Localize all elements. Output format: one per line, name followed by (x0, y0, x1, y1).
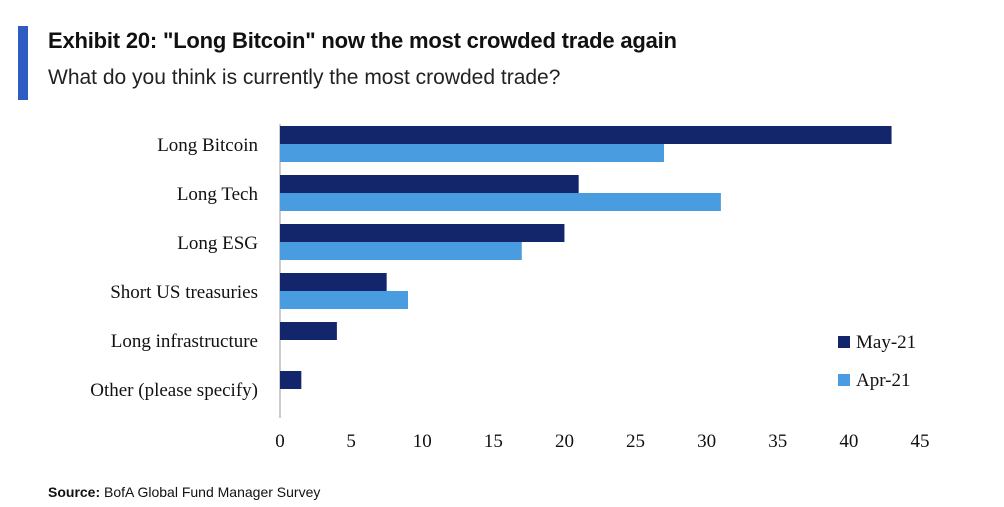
category-label: Long Tech (177, 184, 259, 205)
x-tick-label: 5 (346, 431, 356, 452)
bar-may-21 (280, 175, 579, 193)
source-label: Source: (48, 484, 101, 500)
category-label: Long ESG (177, 233, 258, 254)
x-tick-label: 35 (768, 431, 787, 452)
source-note: Source: BofA Global Fund Manager Survey (48, 484, 320, 500)
legend-label: Apr-21 (856, 370, 911, 391)
bar-may-21 (280, 224, 565, 242)
legend-label: May-21 (856, 332, 916, 353)
x-tick-label: 30 (697, 431, 716, 452)
bar-may-21 (280, 371, 302, 389)
x-tick-label: 0 (275, 431, 285, 452)
category-label: Long Bitcoin (157, 135, 258, 156)
category-label: Long infrastructure (111, 331, 258, 352)
bar-apr-21 (280, 193, 721, 211)
category-label: Short US treasuries (110, 282, 258, 303)
x-tick-label: 45 (911, 431, 930, 452)
x-tick-label: 15 (484, 431, 503, 452)
x-tick-label: 25 (626, 431, 645, 452)
source-text: BofA Global Fund Manager Survey (104, 484, 321, 500)
bar-may-21 (280, 273, 387, 291)
bar-apr-21 (280, 242, 522, 260)
chart-subtitle: What do you think is currently the most … (48, 66, 561, 89)
x-tick-label: 40 (839, 431, 858, 452)
bar-apr-21 (280, 144, 664, 162)
bar-may-21 (280, 126, 892, 144)
category-label: Other (please specify) (90, 380, 258, 401)
bar-may-21 (280, 322, 337, 340)
chart-title: Exhibit 20: "Long Bitcoin" now the most … (48, 28, 677, 53)
bar-apr-21 (280, 291, 408, 309)
x-tick-label: 10 (413, 431, 432, 452)
legend-swatch (838, 374, 850, 386)
legend-swatch (838, 336, 850, 348)
x-tick-label: 20 (555, 431, 574, 452)
accent-bar (18, 26, 28, 100)
